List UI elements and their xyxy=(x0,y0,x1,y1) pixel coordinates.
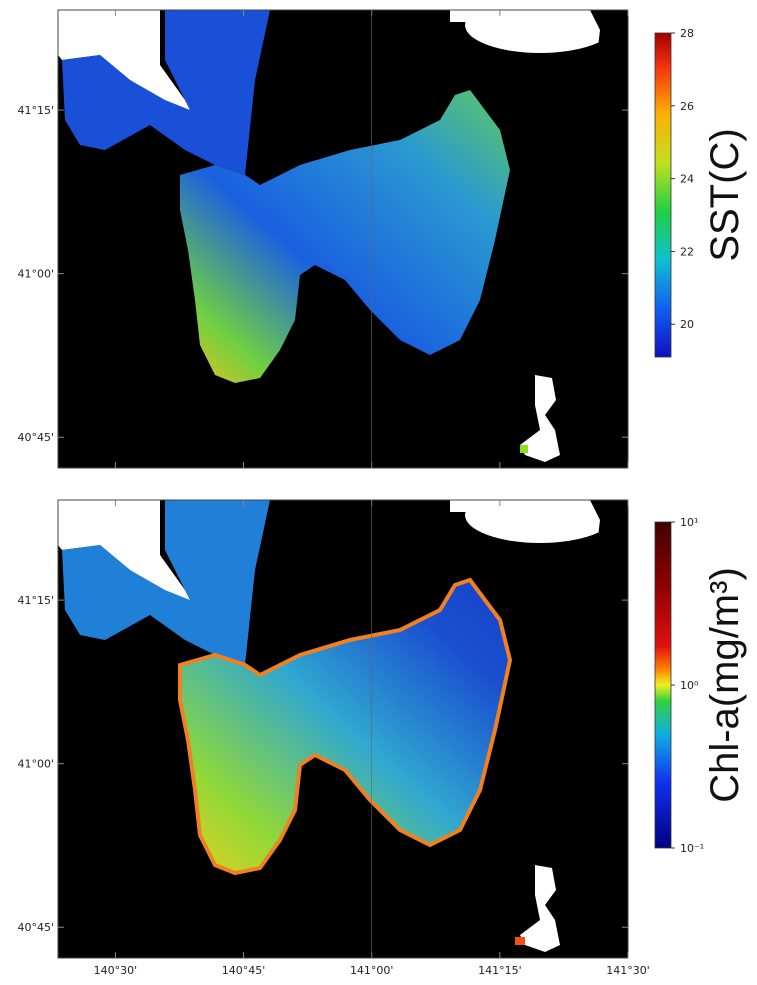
lon-tick-label: 140°30' xyxy=(94,964,138,977)
colorbar-tick-label: 20 xyxy=(680,318,694,331)
lon-tick-label: 141°15' xyxy=(478,964,522,977)
lat-tick-label: 41°15' xyxy=(17,594,54,607)
map-frame xyxy=(57,499,629,959)
colorbar xyxy=(654,521,672,849)
colorbar-tick-label: 10⁰ xyxy=(680,679,699,692)
lon-tick-label: 141°00' xyxy=(350,964,394,977)
colorbar-tick-label: 24 xyxy=(680,173,694,186)
colorbar-tick-label: 10⁻¹ xyxy=(680,842,704,855)
lat-tick-label: 40°45' xyxy=(17,431,54,444)
lon-tick-label: 140°45' xyxy=(222,964,266,977)
sst-map xyxy=(58,0,628,468)
lat-tick-label: 40°45' xyxy=(17,921,54,934)
colorbar-tick-label: 28 xyxy=(680,27,694,40)
colorbar-title: SST(C) xyxy=(703,128,747,261)
colorbar-tick-label: 10¹ xyxy=(680,516,698,529)
colorbar-title: Chl-a(mg/m³) xyxy=(703,567,747,803)
colorbar-tick-label: 22 xyxy=(680,245,694,258)
chl-map xyxy=(58,487,628,958)
colorbar-tick-label: 26 xyxy=(680,100,694,113)
lat-tick-label: 41°00' xyxy=(17,758,54,771)
lat-tick-label: 41°15' xyxy=(17,104,54,117)
colorbar xyxy=(654,32,672,358)
map-frame xyxy=(57,9,629,469)
lat-tick-label: 41°00' xyxy=(17,268,54,281)
lon-tick-label: 141°30' xyxy=(606,964,650,977)
